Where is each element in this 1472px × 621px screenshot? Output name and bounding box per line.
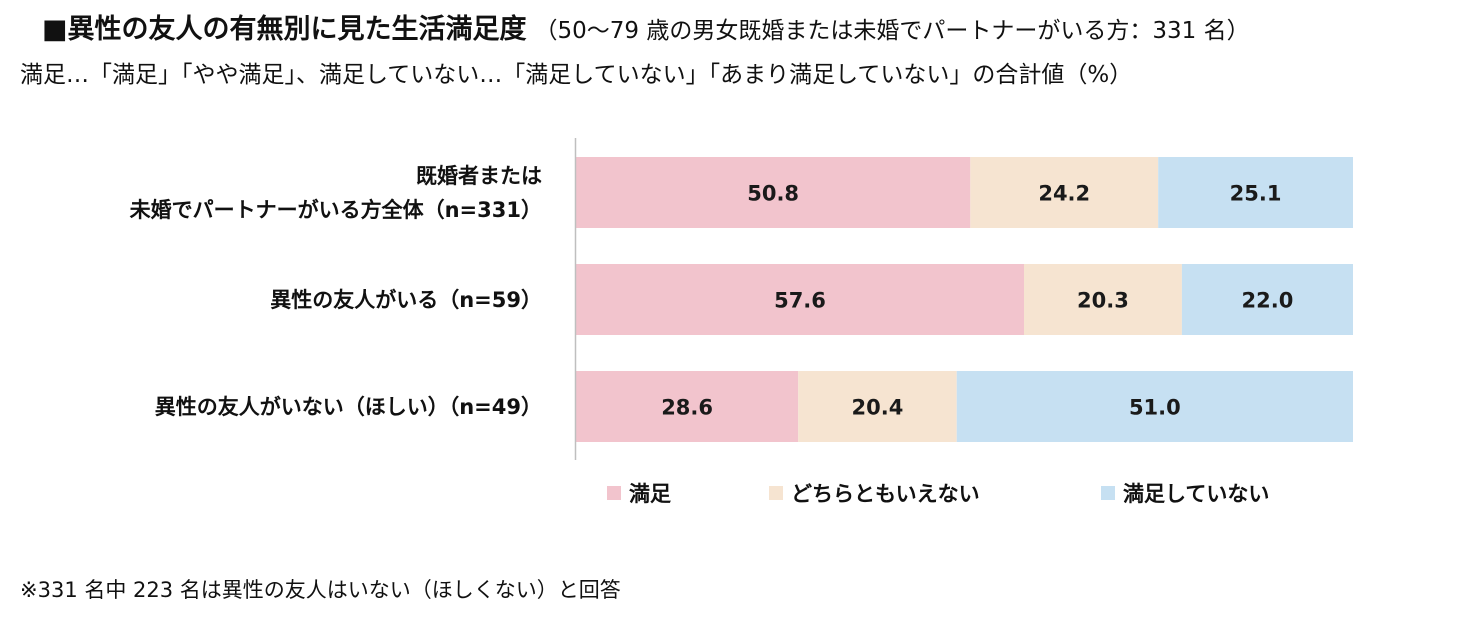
category-label: 既婚者または未婚でパートナーがいる方全体（n=331） [130, 159, 542, 227]
legend-swatch [1101, 486, 1115, 500]
bar-segment [1024, 264, 1182, 335]
chart-title-note: （50～79 歳の男女既婚または未婚でパートナーがいる方：331 名） [534, 18, 1250, 44]
data-label: 28.6 [661, 396, 713, 420]
chart-title-line: ■異性の友人の有無別に見た生活満足度 （50～79 歳の男女既婚または未婚でパート… [42, 10, 1250, 53]
data-label: 20.4 [852, 396, 904, 420]
bar-segment [798, 371, 957, 442]
legend-label: 満足 [629, 482, 671, 506]
chart-title: ■異性の友人の有無別に見た生活満足度 [42, 14, 527, 45]
category-label: 異性の友人がいない（ほしい）（n=49） [155, 390, 542, 424]
data-label: 22.0 [1242, 289, 1294, 313]
chart-subtitle: 満足…「満足」「やや満足」、満足していない…「満足していない」「あまり満足してい… [20, 62, 1133, 88]
legend-swatch [607, 486, 621, 500]
data-label: 20.3 [1077, 289, 1129, 313]
legend-swatch [769, 486, 783, 500]
bar-segment [970, 157, 1159, 228]
category-label-line: 異性の友人がいない（ほしい）（n=49） [154, 394, 542, 419]
category-label-line: 異性の友人がいる（n=59） [270, 287, 542, 312]
category-label-line: 既婚者または [416, 163, 542, 188]
footnote: ※331 名中 223 名は異性の友人はいない（ほしくない）と回答 [20, 578, 621, 602]
legend-item: 満足 [607, 478, 671, 508]
data-label: 25.1 [1230, 182, 1282, 206]
data-label: 51.0 [1129, 396, 1181, 420]
data-label: 57.6 [774, 289, 826, 313]
legend-item: どちらともいえない [769, 478, 980, 508]
bar-segment [1181, 264, 1353, 335]
bar-segment [1158, 157, 1353, 228]
category-label-line: 未婚でパートナーがいる方全体（n=331） [129, 197, 542, 222]
legend-label: どちらともいえない [791, 482, 980, 506]
legend-label: 満足していない [1123, 482, 1270, 506]
bar-segment [576, 157, 971, 228]
data-label: 50.8 [747, 182, 799, 206]
bar-segment [576, 371, 799, 442]
data-label: 24.2 [1038, 182, 1090, 206]
bar-segment [956, 371, 1353, 442]
bar-segment [576, 264, 1024, 335]
category-label: 異性の友人がいる（n=59） [270, 283, 542, 317]
legend-item: 満足していない [1101, 478, 1269, 508]
